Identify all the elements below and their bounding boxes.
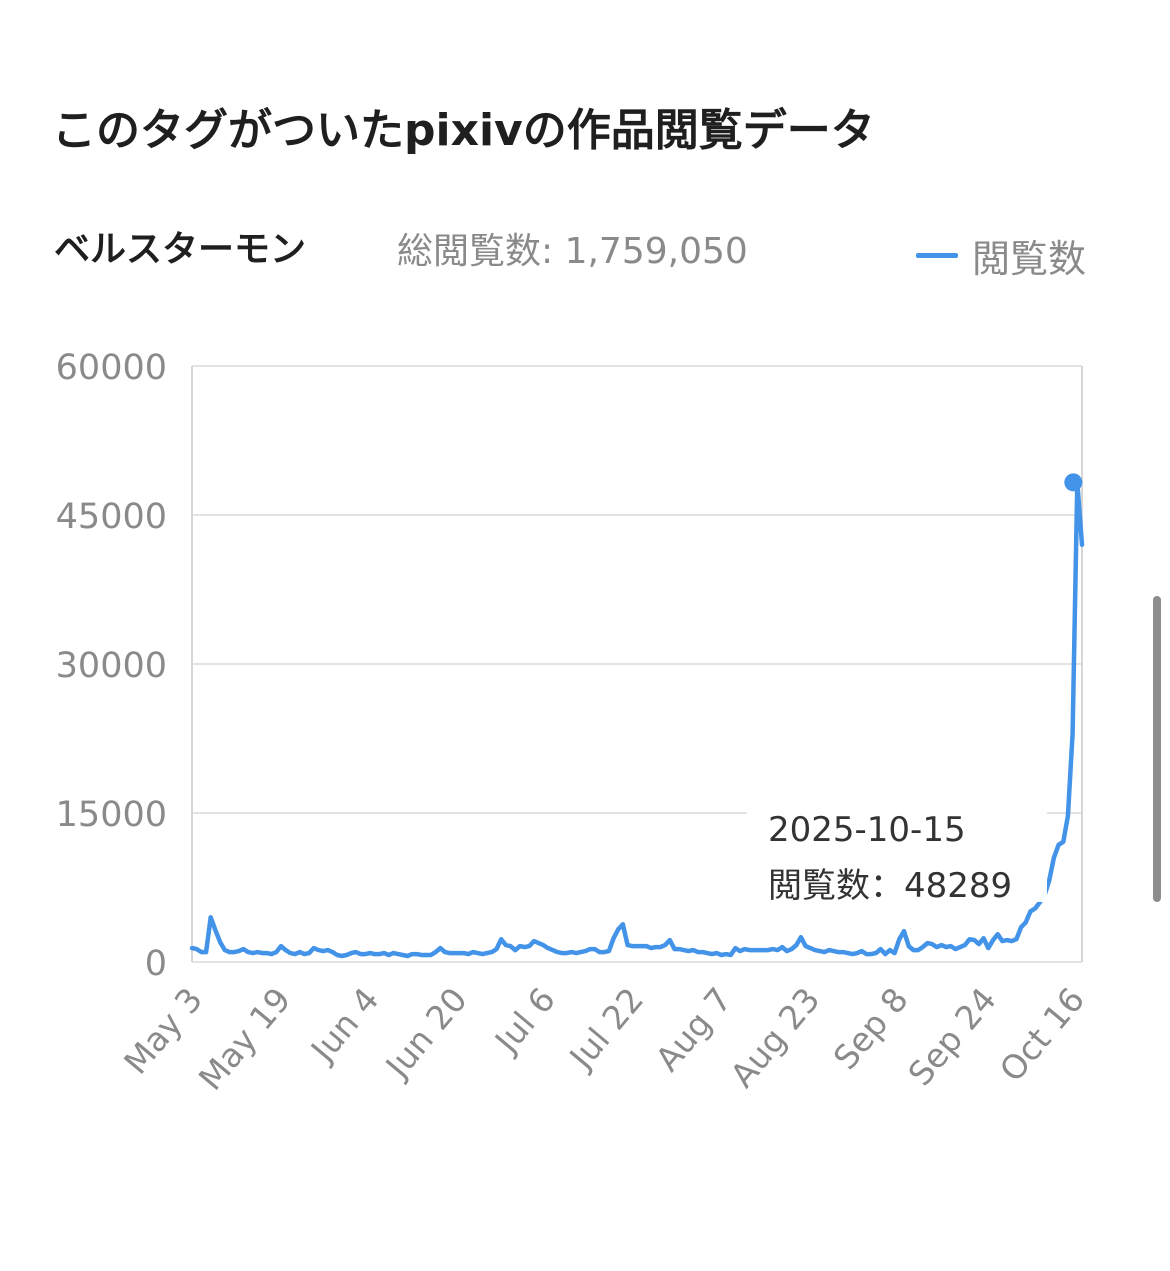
tooltip-value: 閲覧数：48289 bbox=[768, 866, 1013, 906]
x-tick-label: Jul 6 bbox=[486, 980, 563, 1061]
x-tick-label: Jul 22 bbox=[561, 980, 651, 1077]
chart-tooltip bbox=[747, 798, 1047, 902]
series-line-views bbox=[189, 480, 1085, 959]
y-tick-label: 15000 bbox=[56, 795, 167, 835]
chart-legend[interactable]: 閲覧数 bbox=[915, 228, 1086, 283]
y-tick-label: 60000 bbox=[56, 348, 167, 388]
x-tick-label: May 19 bbox=[191, 980, 298, 1098]
legend-label: 閲覧数 bbox=[971, 237, 1086, 281]
y-axis-tick-labels: 60000 45000 30000 15000 0 bbox=[56, 348, 167, 984]
tooltip-date: 2025-10-15 bbox=[768, 810, 966, 850]
page-scrollbar[interactable] bbox=[1153, 596, 1161, 902]
x-tick-label: Aug 23 bbox=[722, 980, 827, 1095]
tag-name: ベルスターモン bbox=[54, 229, 307, 270]
x-tick-label: Jun 4 bbox=[302, 980, 387, 1070]
section-title: このタグがついたpixivの作品閲覧データ bbox=[52, 105, 875, 156]
highlight-point bbox=[1064, 473, 1083, 492]
x-tick-label: Oct 16 bbox=[992, 980, 1092, 1089]
x-tick-label: Jun 20 bbox=[377, 980, 475, 1086]
chart-gridlines bbox=[191, 365, 1083, 963]
y-tick-label: 0 bbox=[145, 944, 167, 984]
x-tick-label: Sep 24 bbox=[900, 980, 1004, 1093]
y-tick-label: 45000 bbox=[56, 497, 167, 537]
y-tick-label: 30000 bbox=[56, 646, 167, 686]
x-tick-label: Sep 8 bbox=[826, 980, 916, 1077]
x-tick-label: Aug 7 bbox=[648, 980, 740, 1079]
total-views-label: 総閲覧数: 1,759,050 bbox=[397, 231, 748, 272]
legend-swatch bbox=[915, 253, 958, 258]
